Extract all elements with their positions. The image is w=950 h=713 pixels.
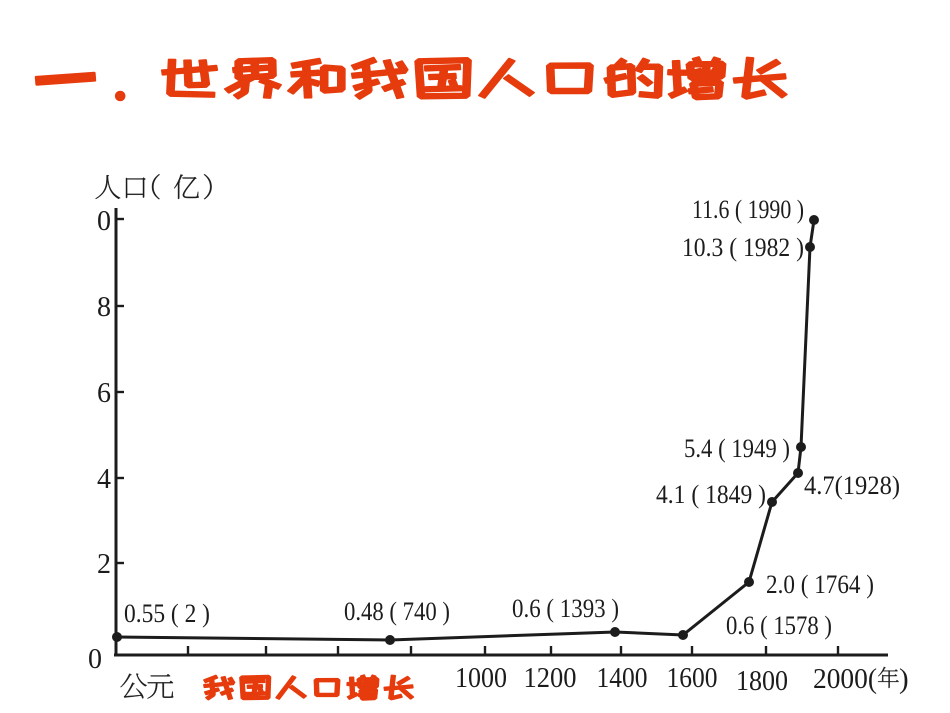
- svg-text:4: 4: [97, 464, 111, 495]
- svg-text:): ): [899, 663, 909, 695]
- svg-text:1200: 1200: [524, 662, 577, 694]
- svg-text:0: 0: [88, 644, 102, 675]
- svg-text:2.0 ( 1764 ): 2.0 ( 1764 ): [766, 570, 874, 599]
- svg-text:0.55 ( 2 ): 0.55 ( 2 ): [124, 599, 210, 628]
- svg-text:4.7(1928): 4.7(1928): [804, 471, 900, 500]
- svg-text:10.3 ( 1982 ): 10.3 ( 1982 ): [682, 233, 804, 262]
- svg-text:1000: 1000: [455, 662, 507, 694]
- svg-text:4.1 ( 1849 ): 4.1 ( 1849 ): [656, 480, 766, 509]
- svg-text:1600: 1600: [667, 662, 718, 694]
- svg-text:0.48 ( 740 ): 0.48 ( 740 ): [344, 597, 450, 626]
- svg-text:6: 6: [97, 378, 111, 409]
- svg-text:11.6 ( 1990 ): 11.6 ( 1990 ): [692, 195, 804, 224]
- svg-text:2: 2: [97, 549, 111, 580]
- svg-text:0.6 ( 1393 ): 0.6 ( 1393 ): [512, 594, 619, 623]
- svg-text:2000(: 2000(: [813, 663, 877, 695]
- svg-text:0.6 ( 1578 ): 0.6 ( 1578 ): [726, 611, 832, 640]
- svg-text:8: 8: [97, 292, 111, 323]
- svg-text:0: 0: [97, 206, 111, 237]
- svg-text:5.4 ( 1949 ): 5.4 ( 1949 ): [684, 434, 790, 463]
- svg-text:1800: 1800: [736, 665, 788, 697]
- svg-text:1400: 1400: [597, 662, 648, 694]
